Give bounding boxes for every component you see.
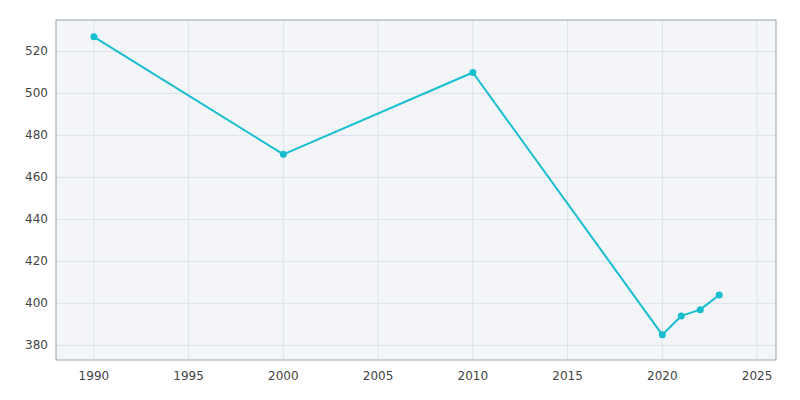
point xyxy=(90,33,97,40)
point xyxy=(659,331,666,338)
grid-line-y xyxy=(56,345,776,346)
x-tick-label: 1995 xyxy=(173,369,204,383)
grid-line-y xyxy=(56,303,776,304)
y-tick-label: 480 xyxy=(25,128,48,142)
line xyxy=(94,37,719,335)
point xyxy=(469,69,476,76)
grid-line-y xyxy=(56,261,776,262)
plot-background xyxy=(56,20,776,360)
tick-labels: 1990 1995 2000 2005 2010 2015 2020 2025 380 400 42… xyxy=(25,44,772,383)
y-tick-label: 380 xyxy=(25,338,48,352)
grid-line-y xyxy=(56,93,776,94)
x-tick-label: 2010 xyxy=(458,369,489,383)
series xyxy=(90,33,722,338)
point xyxy=(697,306,704,313)
chart: 1990 1995 2000 2005 2010 2015 2020 2025 380 400 42… xyxy=(0,0,800,400)
grid-line-y xyxy=(56,51,776,52)
x-tick-label: 2020 xyxy=(647,369,678,383)
grid-line-x xyxy=(378,20,379,360)
x-tick-label: 1990 xyxy=(79,369,110,383)
grid-line-y xyxy=(56,135,776,136)
point xyxy=(280,151,287,158)
y-tick-label: 440 xyxy=(25,212,48,226)
grid-line-x xyxy=(662,20,663,360)
point xyxy=(716,291,723,298)
grid xyxy=(56,20,776,360)
y-tick-label: 400 xyxy=(25,296,48,310)
x-tick-label: 2005 xyxy=(363,369,394,383)
grid-line-x xyxy=(757,20,758,360)
x-tick-label: 2000 xyxy=(268,369,299,383)
y-tick-label: 520 xyxy=(25,44,48,58)
grid-line-x xyxy=(188,20,189,360)
grid-line-x xyxy=(93,20,94,360)
grid-line-y xyxy=(56,177,776,178)
x-tick-label: 2025 xyxy=(742,369,773,383)
plot-frame xyxy=(56,20,776,360)
y-tick-label: 460 xyxy=(25,170,48,184)
grid-line-x xyxy=(567,20,568,360)
y-tick-label: 500 xyxy=(25,86,48,100)
x-tick-label: 2015 xyxy=(552,369,583,383)
point xyxy=(678,312,685,319)
y-tick-label: 420 xyxy=(25,254,48,268)
grid-line-x xyxy=(283,20,284,360)
grid-line-y xyxy=(56,219,776,220)
